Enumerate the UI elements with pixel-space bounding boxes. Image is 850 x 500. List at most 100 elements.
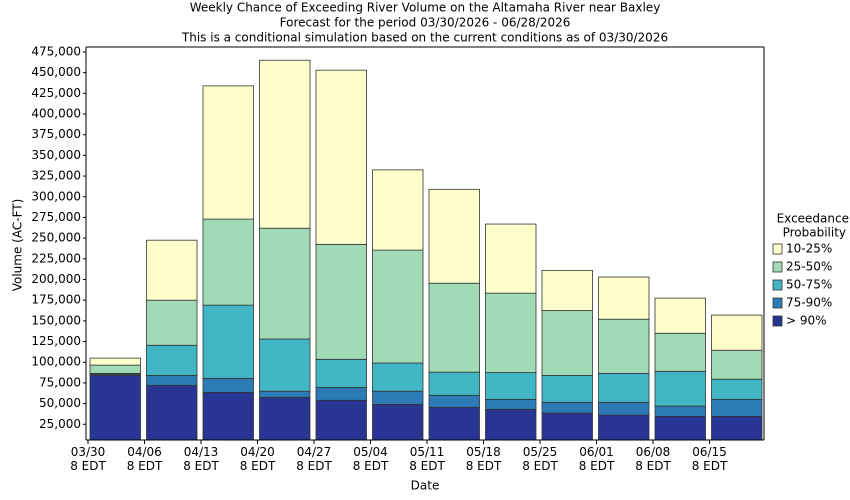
- bar-segment: [146, 344, 198, 376]
- bar-segment: [202, 85, 254, 220]
- bar-segment: [89, 357, 141, 366]
- x-tick-label: 04/27 8 EDT: [296, 445, 332, 473]
- bar-segment: [202, 218, 254, 306]
- bar-segment: [372, 404, 424, 441]
- y-axis-label: Volume (AC-FT): [11, 199, 25, 292]
- x-tick-label: 04/20 8 EDT: [240, 445, 276, 473]
- bar-segment: [202, 392, 254, 441]
- legend-label: > 90%: [786, 314, 827, 328]
- bar-segment: [541, 375, 593, 403]
- bar-segment: [598, 372, 650, 403]
- x-tick-label-line: 04/06: [127, 445, 162, 459]
- y-tick-label: 75,000: [39, 375, 81, 389]
- bar-segment: [485, 292, 537, 373]
- bar-segment: [89, 375, 141, 441]
- x-tick-label-line: 04/13: [184, 445, 219, 459]
- x-tick-label-line: 8 EDT: [70, 459, 106, 473]
- bar-segment: [654, 416, 706, 441]
- bar-segment: [541, 412, 593, 441]
- chart-title: Weekly Chance of Exceeding River Volume …: [190, 1, 661, 15]
- x-tick-label-line: 06/15: [692, 445, 727, 459]
- legend-label: 50-75%: [786, 278, 832, 292]
- bar-segment: [428, 282, 480, 373]
- bar-segment: [146, 239, 198, 301]
- y-tick-label: 150,000: [31, 313, 81, 327]
- x-tick-label: 05/25 8 EDT: [522, 445, 558, 473]
- bar-segment: [485, 223, 537, 294]
- bar-segment: [654, 405, 706, 417]
- y-tick-label: 225,000: [31, 251, 81, 265]
- x-tick-label-line: 03/30: [71, 445, 106, 459]
- x-tick-label-line: 04/27: [297, 445, 332, 459]
- y-tick-label: 375,000: [31, 127, 81, 141]
- x-tick-label-line: 04/20: [240, 445, 275, 459]
- bar-segment: [598, 414, 650, 441]
- bar-segment: [259, 390, 311, 398]
- x-tick-label: 06/15 8 EDT: [692, 445, 728, 473]
- chart-title: This is a conditional simulation based o…: [181, 31, 668, 45]
- y-tick-label: 450,000: [31, 65, 81, 79]
- bar-segment: [711, 378, 763, 400]
- x-tick-label: 04/06 8 EDT: [127, 445, 163, 473]
- bar-segment: [711, 416, 763, 441]
- x-tick-label-line: 8 EDT: [522, 459, 558, 473]
- x-tick-label: 04/13 8 EDT: [183, 445, 219, 473]
- bar-segment: [428, 406, 480, 441]
- bar-segment: [428, 394, 480, 408]
- bar-segment: [372, 169, 424, 251]
- x-tick-label-line: 8 EDT: [240, 459, 276, 473]
- bar-segment: [315, 399, 367, 441]
- legend-swatch: [772, 261, 783, 273]
- y-tick-label: 425,000: [31, 86, 81, 100]
- x-tick-label: 05/04 8 EDT: [353, 445, 389, 473]
- legend-title: Probability: [783, 226, 846, 240]
- legend-swatch: [772, 243, 783, 255]
- x-tick-label: 06/08 8 EDT: [635, 445, 671, 473]
- legend-label: 10-25%: [786, 242, 832, 256]
- bar-segment: [315, 358, 367, 388]
- bar-segment: [146, 384, 198, 441]
- bar-segment: [598, 401, 650, 416]
- y-tick-label: 275,000: [31, 210, 81, 224]
- bar-segment: [372, 390, 424, 405]
- x-tick-label-line: 8 EDT: [579, 459, 615, 473]
- y-tick-label: 400,000: [31, 107, 81, 121]
- legend-title: Exceedance: [777, 212, 849, 226]
- y-tick-label: 175,000: [31, 293, 81, 307]
- bar-segment: [711, 399, 763, 417]
- y-tick-label: 250,000: [31, 231, 81, 245]
- y-tick-label: 125,000: [31, 334, 81, 348]
- bar-segment: [315, 387, 367, 401]
- x-tick-label-line: 8 EDT: [183, 459, 219, 473]
- plot-area: [86, 47, 764, 440]
- x-tick-label-line: 06/08: [636, 445, 671, 459]
- x-tick-label: 05/18 8 EDT: [466, 445, 502, 473]
- legend-label: 25-50%: [786, 260, 832, 274]
- bar-segment: [485, 372, 537, 400]
- bar-segment: [485, 399, 537, 410]
- bar-segment: [428, 188, 480, 284]
- x-tick-label: 03/30 8 EDT: [70, 445, 106, 473]
- y-tick-label: 325,000: [31, 169, 81, 183]
- bar-segment: [259, 227, 311, 340]
- bar-segment: [428, 371, 480, 396]
- bar-segment: [146, 375, 198, 386]
- bar-segment: [259, 396, 311, 441]
- bar-segment: [711, 314, 763, 351]
- x-tick-label-line: 8 EDT: [466, 459, 502, 473]
- legend-swatch: [772, 279, 783, 291]
- x-tick-label: 06/01 8 EDT: [579, 445, 615, 473]
- x-tick-label-line: 8 EDT: [692, 459, 728, 473]
- bar-segment: [485, 408, 537, 441]
- x-axis-label: Date: [411, 479, 440, 493]
- x-tick-label-line: 05/25: [523, 445, 558, 459]
- x-tick-label-line: 8 EDT: [296, 459, 332, 473]
- x-tick-label-line: 05/04: [353, 445, 388, 459]
- bar-segment: [598, 276, 650, 320]
- y-tick-label: 300,000: [31, 189, 81, 203]
- bar-segment: [372, 362, 424, 392]
- x-tick-label: 05/11 8 EDT: [409, 445, 445, 473]
- legend-label: 75-90%: [786, 296, 832, 310]
- bar-segment: [541, 310, 593, 376]
